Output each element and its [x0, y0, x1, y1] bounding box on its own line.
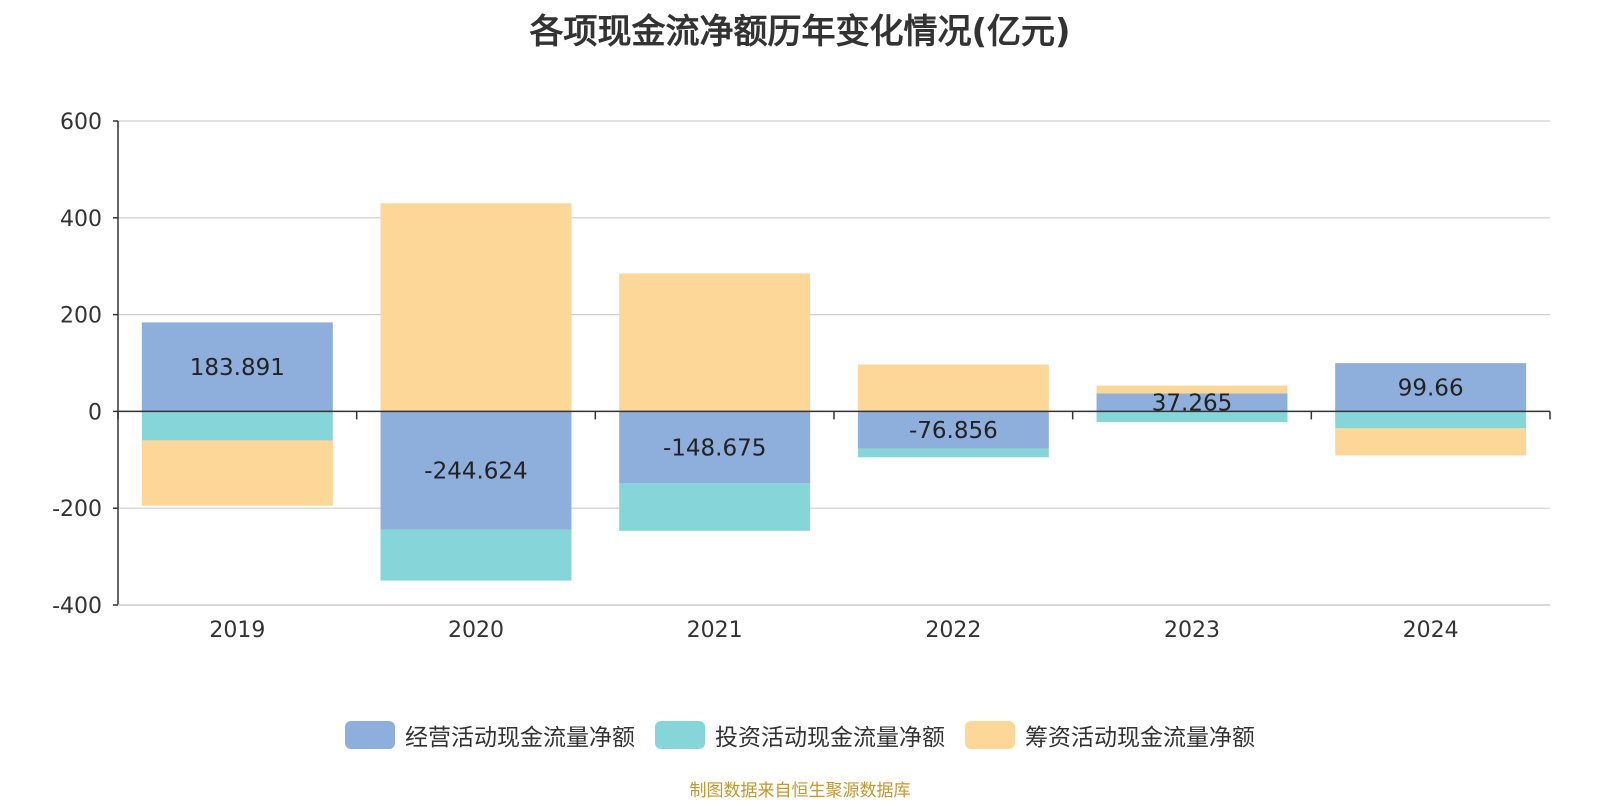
legend-label: 筹资活动现金流量净额	[1025, 725, 1255, 751]
source-note: 制图数据来自恒生聚源数据库	[689, 781, 911, 801]
legend-label: 经营活动现金流量净额	[405, 725, 635, 751]
bar-segment	[857, 364, 1049, 412]
x-tick-label: 2023	[1164, 618, 1220, 643]
legend-swatch	[965, 721, 1015, 749]
legend-swatch	[345, 721, 395, 749]
y-tick-label: -400	[52, 594, 102, 619]
bar-data-label: -244.624	[424, 459, 527, 485]
bar-segment	[619, 273, 811, 412]
bar-segment	[1096, 411, 1288, 423]
x-tick-label: 2019	[209, 618, 265, 643]
bar-segment	[1335, 428, 1527, 456]
bar-data-label: 37.265	[1152, 390, 1232, 416]
bar-segment	[857, 411, 1049, 449]
bars	[141, 203, 1527, 581]
y-tick-label: 600	[60, 110, 102, 135]
bar-segment	[141, 440, 333, 506]
bar-segment	[1096, 393, 1288, 412]
legend-label: 投资活动现金流量净额	[715, 725, 945, 751]
bar-segment	[1096, 385, 1288, 394]
bar-segment	[380, 203, 572, 412]
bar-segment	[619, 483, 811, 531]
legend: 经营活动现金流量净额 投资活动现金流量净额 筹资活动现金流量净额	[0, 718, 1600, 752]
bar-data-label: 99.66	[1398, 375, 1464, 401]
bar-labels: 183.891 -244.624 -148.675 -76.856 37.265 99.6…	[190, 355, 1464, 485]
bar-segment	[1335, 363, 1527, 412]
bar-segment	[1335, 411, 1527, 429]
bar-segment	[857, 448, 1049, 458]
bar-segment	[141, 411, 333, 441]
bar-segment	[619, 411, 811, 484]
bar-segment	[141, 322, 333, 412]
y-tick-label: 200	[60, 304, 102, 329]
bar-segment	[380, 411, 572, 530]
bar-segment	[380, 529, 572, 581]
legend-swatch	[655, 721, 705, 749]
x-tick-label: 2022	[925, 618, 981, 643]
x-tick-label: 2021	[687, 618, 743, 643]
y-tick-label: 0	[88, 400, 102, 425]
x-tick-label: 2024	[1403, 618, 1459, 643]
x-tick-label: 2020	[448, 618, 504, 643]
legend-item[interactable]: 经营活动现金流量净额	[345, 718, 635, 752]
chart-title: 各项现金流净额历年变化情况(亿元)	[529, 12, 1071, 52]
y-tick-label: 400	[60, 207, 102, 232]
bar-data-label: 183.891	[190, 355, 285, 381]
bar-data-label: -76.856	[909, 418, 998, 444]
legend-item[interactable]: 筹资活动现金流量净额	[965, 718, 1255, 752]
y-tick-label: -200	[52, 497, 102, 522]
legend-item[interactable]: 投资活动现金流量净额	[655, 718, 945, 752]
bar-data-label: -148.675	[663, 435, 766, 461]
axes: 600 400 200 0 -200 -400 2019 2020 2021 2022 2023 20…	[52, 110, 1551, 643]
grid-lines	[118, 120, 1550, 606]
